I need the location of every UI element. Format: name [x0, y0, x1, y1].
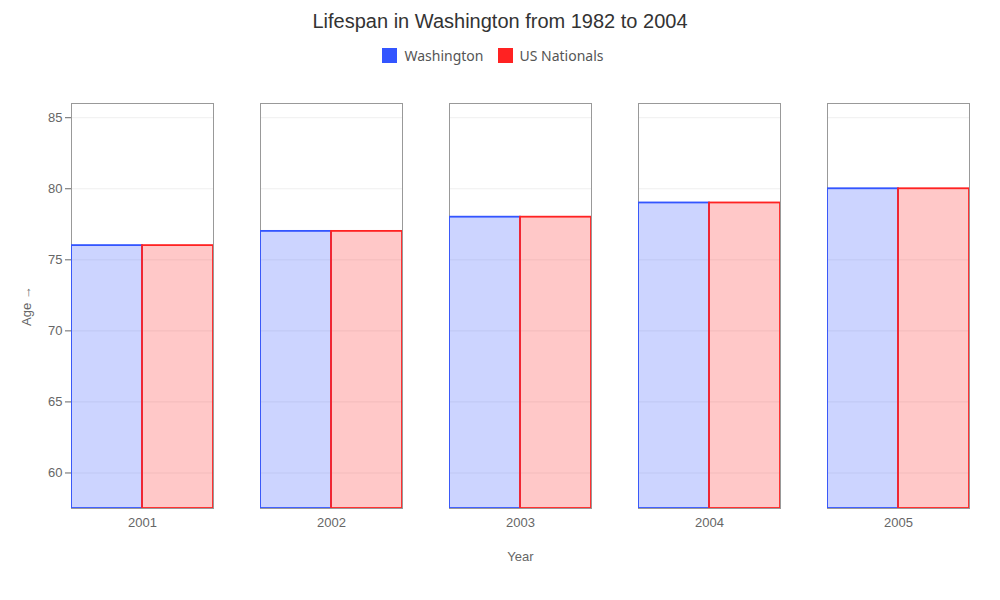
svg-text:2004: 2004: [695, 515, 724, 530]
svg-text:2005: 2005: [884, 515, 913, 530]
svg-text:2001: 2001: [128, 515, 157, 530]
svg-text:65: 65: [48, 394, 62, 409]
svg-text:Year: Year: [507, 549, 534, 564]
svg-text:Age →: Age →: [19, 286, 34, 326]
svg-text:60: 60: [48, 465, 62, 480]
svg-text:80: 80: [48, 181, 62, 196]
svg-text:2002: 2002: [317, 515, 346, 530]
html-text:Lifespan in Washington from 19: Lifespan in Washington from 1982 to 2004: [312, 10, 688, 32]
svg-text:75: 75: [48, 252, 62, 267]
html-text:US Nationals: US Nationals: [519, 46, 604, 65]
svg-text:2003: 2003: [506, 515, 535, 530]
html-text:Washington: Washington: [404, 46, 484, 65]
svg-text:85: 85: [48, 110, 62, 125]
svg-text:70: 70: [48, 323, 62, 338]
